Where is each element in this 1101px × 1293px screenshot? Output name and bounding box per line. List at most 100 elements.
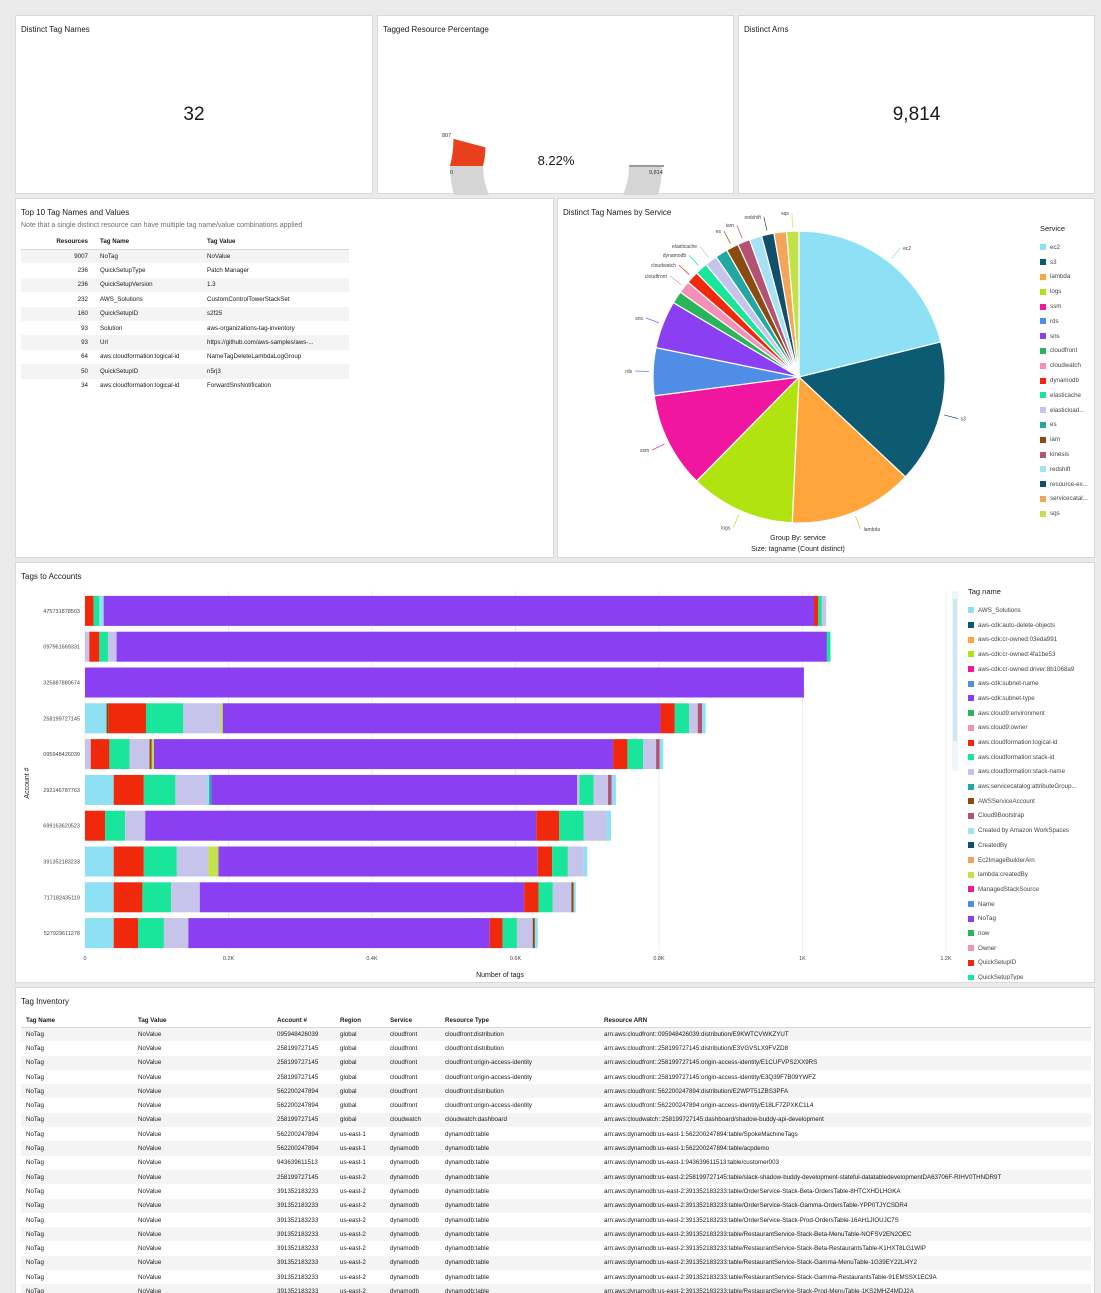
bar-segment[interactable] — [606, 810, 611, 841]
pie-slice-lambda[interactable] — [791, 375, 907, 524]
bar-segment[interactable] — [222, 703, 661, 734]
bar-segment[interactable] — [90, 739, 110, 770]
bar-segment[interactable] — [537, 846, 553, 877]
bar-segment[interactable] — [697, 703, 703, 734]
bar-segment[interactable] — [125, 810, 146, 841]
bar-segment[interactable] — [218, 846, 538, 877]
table-row[interactable]: 64 aws:cloudformation:logical-id NameTagDe… — [21, 350, 349, 364]
legend-item[interactable]: ManagedStackSource — [968, 882, 1093, 897]
bar-segment[interactable] — [613, 739, 628, 770]
legend-item[interactable]: lambda — [1040, 270, 1095, 285]
pie-slice-logs[interactable] — [695, 375, 800, 524]
bar-segment[interactable] — [813, 595, 819, 626]
legend-item[interactable]: aws:cloud9:owner — [968, 721, 1093, 736]
bar-segment[interactable] — [552, 846, 568, 877]
bar-segment[interactable] — [821, 595, 827, 626]
legend-item[interactable]: Owner — [968, 941, 1093, 956]
table-row[interactable]: 9007 NoTag NoValue — [21, 249, 349, 264]
bar-segment[interactable] — [107, 631, 117, 662]
bar-segment[interactable] — [826, 631, 831, 662]
table-row[interactable]: NoTag NoValue 943639611513 us-east-1 dynamod… — [21, 1156, 1091, 1170]
bar-segment[interactable] — [659, 739, 664, 770]
bar-segment[interactable] — [163, 918, 189, 949]
table-row[interactable]: NoTag NoValue 391352183233 us-east-2 dynamod… — [21, 1241, 1091, 1255]
bar-segment[interactable] — [534, 918, 538, 949]
bar-segment[interactable] — [85, 810, 106, 841]
legend-item[interactable]: elasticload... — [1040, 403, 1095, 418]
bar-segment[interactable] — [151, 739, 154, 770]
bar-segment[interactable] — [818, 595, 822, 626]
bar-segment[interactable] — [176, 846, 209, 877]
legend-item[interactable]: Cloud9Bootstrap — [968, 809, 1093, 824]
table-row[interactable]: NoTag NoValue 391352183233 us-east-2 dynamod… — [21, 1227, 1091, 1242]
bar-segment[interactable] — [571, 882, 574, 913]
legend-item[interactable]: QuickSetupType — [968, 970, 1093, 980]
legend-item[interactable]: elasticache — [1040, 388, 1095, 403]
bar-segment[interactable] — [145, 810, 537, 841]
bar-segment[interactable] — [188, 918, 490, 949]
bar-segment[interactable] — [183, 703, 221, 734]
bar-segment[interactable] — [113, 918, 139, 949]
bar-segment[interactable] — [129, 739, 150, 770]
bar-segment[interactable] — [552, 882, 572, 913]
pie-slice-ec2[interactable] — [798, 230, 942, 378]
bar-segment[interactable] — [583, 810, 607, 841]
legend-item[interactable]: aws-cdk:cr-owned:03eda991 — [968, 632, 1093, 647]
bar-segment[interactable] — [211, 774, 578, 805]
col-tag-name[interactable]: Tag Name — [94, 235, 201, 250]
bar-segment[interactable] — [674, 703, 690, 734]
bar-segment[interactable] — [85, 918, 114, 949]
legend-item[interactable]: aws-cdk:cr-owned:4fa1be53 — [968, 647, 1093, 662]
bar-segment[interactable] — [532, 918, 535, 949]
legend-item[interactable]: Name — [968, 897, 1093, 912]
pie-slice-sqs[interactable] — [785, 230, 800, 378]
legend-item[interactable]: CreatedBy — [968, 838, 1093, 853]
table-row[interactable]: NoTag NoValue 258199727145 global cloudfront… — [21, 1041, 1091, 1055]
legend-item[interactable]: aws-cdk:auto-delete-objects — [968, 618, 1093, 633]
bar-segment[interactable] — [702, 703, 706, 734]
col-tag-value[interactable]: Tag Value — [201, 235, 349, 250]
legend-item[interactable]: Ec2ImageBuilderArn — [968, 853, 1093, 868]
legend-item[interactable]: Created by Amazon WorkSpaces — [968, 823, 1093, 838]
legend-item[interactable]: aws-cdk:subnet-type — [968, 691, 1093, 706]
table-row[interactable]: NoTag NoValue 258199727145 global cloudfront… — [21, 1070, 1091, 1084]
bar-segment[interactable] — [138, 918, 164, 949]
legend-item[interactable]: resource-ex... — [1040, 477, 1095, 492]
bar-segment[interactable] — [105, 810, 126, 841]
bar-segment[interactable] — [99, 631, 108, 662]
inventory-col-header[interactable]: Service — [385, 1014, 440, 1028]
table-row[interactable]: NoTag NoValue 562200247894 global cloudfront… — [21, 1084, 1091, 1099]
legend-item[interactable]: es — [1040, 418, 1095, 433]
bar-segment[interactable] — [220, 703, 223, 734]
bar-segment[interactable] — [175, 774, 207, 805]
legend-item[interactable]: iam — [1040, 432, 1095, 447]
bar-segment[interactable] — [573, 882, 576, 913]
bar-segment[interactable] — [85, 739, 91, 770]
bar-segment[interactable] — [113, 774, 144, 805]
bar-segment[interactable] — [593, 774, 609, 805]
bar-segment[interactable] — [85, 595, 94, 626]
bar-segment[interactable] — [608, 774, 612, 805]
table-row[interactable]: NoTag NoValue 391352183233 us-east-2 dynamod… — [21, 1198, 1091, 1213]
bar-segment[interactable] — [116, 631, 827, 662]
legend-item[interactable]: logs — [1040, 284, 1095, 299]
bar-segment[interactable] — [99, 595, 104, 626]
legend-item[interactable]: AWSServiceAccount — [968, 794, 1093, 809]
bar-segment[interactable] — [85, 774, 114, 805]
bar-segment[interactable] — [106, 703, 109, 734]
bar-segment[interactable] — [583, 846, 588, 877]
bar-segment[interactable] — [85, 631, 90, 662]
bar-segment[interactable] — [149, 739, 152, 770]
bar-segment[interactable] — [611, 774, 616, 805]
bar-segment[interactable] — [656, 739, 660, 770]
table-row[interactable]: NoTag NoValue 258199727145 global cloudfront… — [21, 1055, 1091, 1070]
inventory-col-header[interactable]: Tag Name — [21, 1014, 133, 1028]
bar-segment[interactable] — [143, 846, 177, 877]
legend-item[interactable]: QuickSetupID — [968, 956, 1093, 971]
table-row[interactable]: NoTag NoValue 391352183233 us-east-2 dynamod… — [21, 1270, 1091, 1284]
legend-item[interactable]: sns — [1040, 329, 1095, 344]
legend-item[interactable]: AWS_Solutions — [968, 603, 1093, 618]
legend-item[interactable]: aws:servicecatalog:attributeGroup... — [968, 779, 1093, 794]
legend-item[interactable]: aws:cloudformation:logical-id — [968, 735, 1093, 750]
inventory-col-header[interactable]: Tag Value — [133, 1014, 272, 1028]
